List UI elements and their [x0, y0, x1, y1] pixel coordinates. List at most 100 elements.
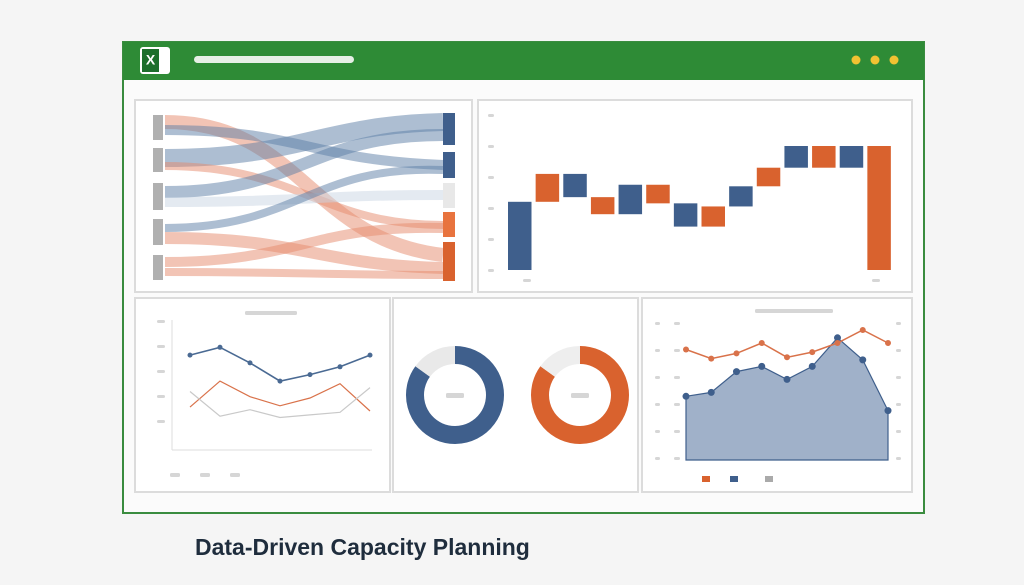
- window-button[interactable]: [889, 55, 899, 65]
- point: [783, 375, 791, 383]
- panel: [134, 297, 391, 493]
- point: [859, 327, 866, 333]
- placeholder-label: [170, 473, 180, 477]
- point: [247, 360, 253, 366]
- placeholder-label: [674, 349, 680, 352]
- placeholder-label: [896, 349, 901, 352]
- point: [277, 378, 283, 384]
- placeholder-label: [157, 370, 165, 373]
- donut-segment: [540, 346, 581, 378]
- placeholder-label: [674, 376, 680, 379]
- waterfall-bar: [535, 173, 560, 202]
- point: [809, 349, 816, 356]
- point: [187, 352, 193, 358]
- address-bar[interactable]: [194, 56, 354, 63]
- point: [337, 364, 343, 370]
- placeholder-label: [157, 320, 165, 323]
- placeholder-label: [674, 403, 680, 406]
- point: [367, 352, 373, 358]
- waterfall-bar: [812, 146, 836, 168]
- window-button[interactable]: [851, 55, 861, 65]
- point: [784, 354, 790, 361]
- donut-segment: [531, 346, 629, 444]
- placeholder-label: [157, 345, 165, 348]
- placeholder-label: [571, 393, 589, 398]
- placeholder-label: [655, 457, 660, 460]
- placeholder-label: [896, 430, 901, 433]
- panel: [477, 99, 913, 293]
- line-series: [189, 380, 371, 412]
- point: [307, 372, 313, 378]
- placeholder-label: [655, 322, 660, 325]
- placeholder-label: [655, 376, 660, 379]
- point: [834, 334, 841, 342]
- waterfall-bar: [867, 146, 891, 270]
- point: [859, 356, 867, 364]
- point: [834, 340, 841, 346]
- placeholder-label: [245, 311, 297, 315]
- waterfall-bar: [563, 173, 587, 198]
- sankey-nodes: [153, 113, 455, 281]
- waterfall-bar: [646, 184, 670, 204]
- waterfall-bar: [839, 146, 864, 168]
- placeholder-label: [488, 114, 494, 117]
- point: [733, 350, 740, 357]
- placeholder-label: [488, 238, 494, 241]
- placeholder-label: [896, 322, 901, 325]
- placeholder-label: [896, 403, 901, 406]
- waterfall-bar: [784, 146, 808, 168]
- placeholder-label: [488, 145, 494, 148]
- placeholder-label: [157, 395, 165, 398]
- placeholder-label: [230, 473, 240, 477]
- waterfall-bar: [701, 206, 725, 227]
- app-icon-label: X: [146, 52, 156, 68]
- waterfall-bar: [756, 167, 781, 187]
- legend-swatch: [765, 476, 773, 482]
- window-button[interactable]: [870, 55, 880, 65]
- point: [758, 362, 766, 370]
- waterfall-bar: [508, 201, 532, 270]
- placeholder-label: [523, 279, 531, 282]
- point: [733, 368, 740, 376]
- app-icon-tile: [142, 49, 159, 72]
- waterfall-bar: [729, 186, 753, 207]
- legend-swatch: [702, 476, 710, 482]
- donut-segment: [415, 346, 456, 378]
- caption: Data-Driven Capacity Planning: [195, 534, 530, 560]
- placeholder-label: [872, 279, 880, 282]
- point: [682, 392, 690, 400]
- point: [885, 340, 891, 346]
- placeholder-label: [655, 349, 660, 352]
- placeholder-label: [674, 322, 680, 325]
- placeholder-label: [488, 176, 494, 179]
- sankey-flows: [164, 113, 444, 279]
- point: [758, 340, 765, 346]
- placeholder-label: [896, 457, 901, 460]
- point: [808, 362, 816, 370]
- placeholder-label: [200, 473, 210, 477]
- waterfall-bar: [673, 203, 698, 227]
- panel: [392, 297, 639, 493]
- waterfall-bar: [618, 184, 643, 215]
- placeholder-label: [674, 430, 680, 433]
- placeholder-label: [755, 309, 833, 313]
- line-series: [189, 387, 371, 419]
- placeholder-label: [446, 393, 464, 398]
- legend-swatch: [730, 476, 738, 482]
- donut-segment: [406, 346, 504, 444]
- point: [884, 407, 892, 415]
- placeholder-label: [655, 430, 660, 433]
- placeholder-label: [655, 403, 660, 406]
- placeholder-label: [157, 420, 165, 423]
- placeholder-label: [488, 269, 494, 272]
- point: [217, 344, 223, 350]
- area-series: [685, 336, 889, 461]
- placeholder-label: [488, 207, 494, 210]
- placeholder-label: [896, 376, 901, 379]
- waterfall-bar: [590, 197, 615, 215]
- placeholder-label: [674, 457, 680, 460]
- point: [707, 388, 715, 396]
- point: [708, 355, 715, 362]
